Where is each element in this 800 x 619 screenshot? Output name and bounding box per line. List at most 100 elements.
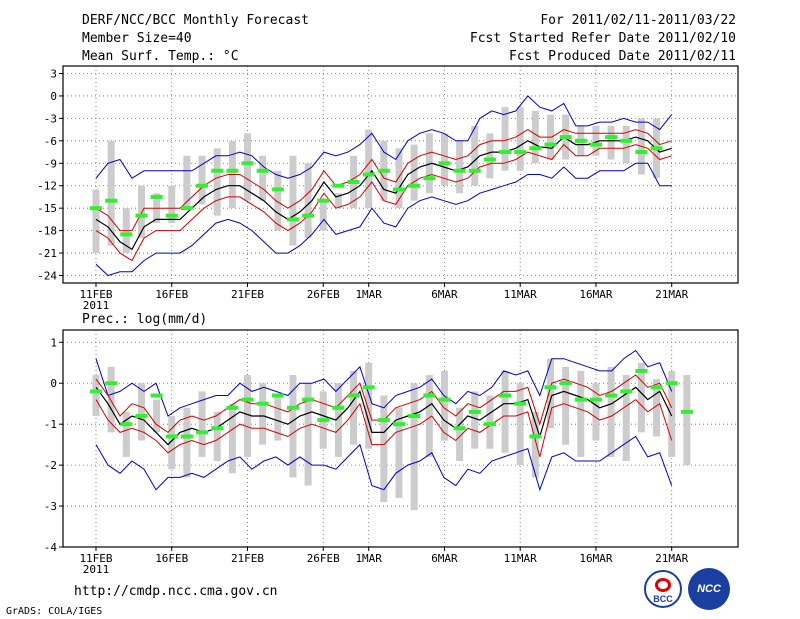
prec-observed-marker — [514, 401, 527, 406]
source-url[interactable]: http://cmdp.ncc.cma.gov.cn — [74, 584, 278, 599]
temp-observed-marker — [483, 157, 496, 162]
temp-y-tick-label: -9 — [44, 157, 57, 170]
temp-y-tick-label: -6 — [44, 135, 57, 148]
prec-member-box — [259, 383, 267, 445]
prec-observed-marker — [90, 389, 102, 394]
prec-member-box — [471, 391, 479, 449]
temp-x-tick-label: 11MAR — [504, 288, 537, 301]
temp-observed-marker — [90, 206, 102, 211]
temp-x-tick-label: 21FEB — [231, 288, 264, 301]
temp-observed-marker — [393, 187, 405, 192]
prec-member-box — [350, 370, 358, 445]
temp-member-box — [410, 144, 418, 201]
temp-observed-marker — [514, 150, 527, 155]
prec-member-box — [653, 379, 661, 437]
temp-member-box — [107, 140, 115, 246]
temp-observed-marker — [120, 232, 133, 237]
prec-year-label: 2011 — [83, 563, 110, 576]
temp-member-box — [289, 155, 297, 246]
prec-member-box — [395, 407, 403, 498]
temp-observed-marker — [589, 142, 602, 147]
temp-observed-marker — [256, 168, 269, 173]
prec-member-box — [562, 366, 570, 445]
prec-x-tick-label: 26FEB — [307, 552, 340, 565]
prec-member-box — [577, 370, 585, 457]
prec-observed-marker — [302, 397, 315, 402]
temp-observed-marker — [196, 183, 209, 188]
temp-spread-upper-line — [95, 129, 672, 232]
prec-member-box — [440, 370, 448, 441]
prec-observed-marker — [150, 393, 163, 398]
member-size-label: Member Size=40 — [82, 31, 192, 46]
prec-y-tick-label: -2 — [44, 459, 57, 472]
prec-member-box — [198, 391, 206, 457]
prec-member-box — [274, 395, 282, 441]
prec-observed-marker — [544, 385, 557, 390]
prec-member-box — [607, 366, 615, 457]
temp-member-box — [471, 125, 479, 186]
temp-envelope-min-line — [95, 162, 672, 277]
prec-member-box — [592, 383, 600, 441]
prec-observed-marker — [120, 422, 133, 427]
temp-observed-marker — [211, 168, 224, 173]
prec-observed-marker — [135, 413, 148, 418]
temp-member-box — [516, 107, 524, 171]
prec-member-box — [516, 383, 524, 466]
ncc-logo: NCC — [688, 568, 730, 610]
temp-observed-marker — [135, 213, 148, 218]
prec-member-box — [683, 375, 691, 466]
prec-member-box — [289, 375, 297, 478]
prec-x-tick-label: 21MAR — [655, 552, 688, 565]
ncc-logo-text: NCC — [697, 583, 721, 595]
prec-observed-marker — [362, 385, 375, 390]
prec-member-box — [244, 375, 251, 457]
prec-observed-marker — [165, 434, 178, 439]
prec-envelope-max-line — [95, 349, 673, 417]
temp-member-box — [183, 155, 191, 209]
temp-observed-marker — [165, 213, 178, 218]
temp-y-tick-label: -12 — [37, 180, 57, 193]
prec-observed-marker — [468, 409, 481, 414]
prec-observed-marker — [377, 418, 390, 423]
prec-observed-marker — [196, 430, 209, 435]
prec-observed-marker — [211, 426, 224, 431]
prec-member-box — [501, 370, 509, 453]
prec-observed-marker — [226, 405, 239, 410]
prec-member-box — [668, 370, 676, 457]
temp-member-box — [259, 155, 267, 201]
prec-member-box — [637, 362, 645, 433]
prec-observed-marker — [574, 397, 587, 402]
temp-observed-marker — [408, 183, 421, 188]
temp-observed-marker — [468, 168, 481, 173]
prec-observed-marker — [635, 368, 648, 373]
temp-member-box — [213, 148, 221, 216]
prec-observed-marker — [453, 426, 466, 431]
prec-plot-frame — [62, 329, 739, 548]
temp-spread-lower-line — [95, 143, 672, 262]
temp-member-box — [622, 125, 630, 164]
prec-observed-marker — [620, 389, 633, 394]
temp-member-box — [92, 189, 100, 254]
prec-member-box — [107, 366, 115, 433]
forecast-started-label: Fcst Started Refer Date 2011/02/10 — [469, 31, 736, 46]
temp-plot-frame — [62, 65, 739, 284]
prec-observed-marker — [271, 393, 284, 398]
bcc-logo-text: BCC — [653, 594, 673, 604]
prec-y-tick-label: 1 — [50, 336, 57, 349]
prec-y-tick-label: -1 — [44, 418, 57, 431]
temp-y-tick-label: 3 — [50, 67, 57, 80]
temp-member-box — [440, 133, 448, 186]
prec-observed-marker — [180, 434, 193, 439]
prec-spread-lower-line — [95, 398, 673, 458]
temp-observed-marker — [226, 168, 239, 173]
prec-y-tick-label: 0 — [50, 377, 57, 390]
temp-y-tick-label: -3 — [44, 112, 57, 125]
temp-observed-marker — [529, 146, 542, 151]
temp-observed-marker — [574, 138, 587, 143]
prec-observed-marker — [286, 405, 299, 410]
prec-x-tick-label: 6MAR — [431, 552, 458, 565]
temp-member-box — [319, 200, 327, 231]
prec-member-box — [486, 395, 494, 449]
prec-observed-marker — [408, 413, 421, 418]
